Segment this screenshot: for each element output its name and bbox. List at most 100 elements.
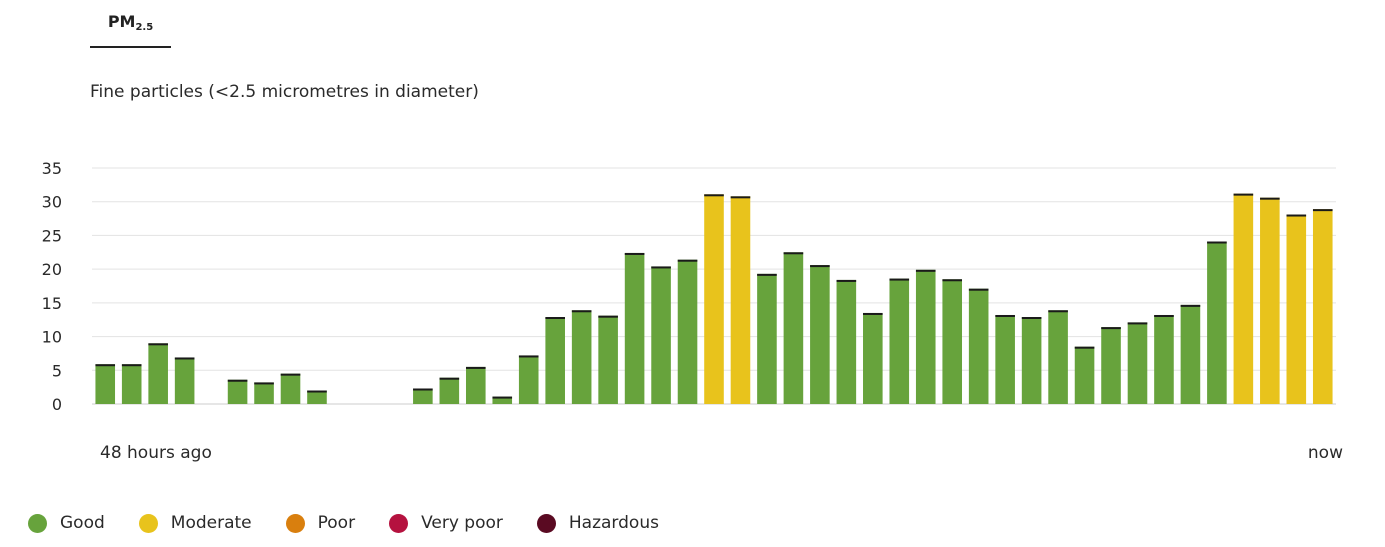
bar-top-cap — [95, 364, 116, 367]
bar-fill — [465, 366, 486, 404]
bar-top-cap — [651, 266, 671, 269]
bar-fill — [810, 265, 830, 404]
bar-top-cap — [1101, 327, 1121, 330]
bar[interactable] — [1048, 310, 1068, 404]
bar[interactable] — [783, 252, 804, 404]
bar[interactable] — [730, 196, 751, 404]
bar-fill — [307, 390, 327, 404]
bar-fill — [1101, 327, 1121, 404]
bar-fill — [651, 266, 671, 404]
bar[interactable] — [1154, 314, 1174, 404]
legend-item: Good — [28, 513, 105, 533]
bar-top-cap — [810, 265, 830, 268]
bar[interactable] — [757, 273, 777, 404]
tab-active-underline — [90, 46, 171, 48]
legend-label: Good — [60, 513, 105, 533]
bar-top-cap — [1286, 214, 1307, 217]
bar[interactable] — [280, 373, 301, 404]
bar-fill — [174, 357, 195, 404]
bar-fill — [836, 279, 857, 404]
bar[interactable] — [465, 366, 486, 404]
bar[interactable] — [307, 390, 327, 404]
bar[interactable] — [651, 266, 671, 404]
bar[interactable] — [1180, 304, 1201, 404]
bar-fill — [730, 196, 751, 404]
bar-top-cap — [121, 364, 142, 367]
y-tick-label: 5 — [52, 361, 62, 380]
bar[interactable] — [413, 388, 433, 404]
bar[interactable] — [677, 259, 698, 404]
bar-fill — [1048, 310, 1068, 404]
bar-fill — [571, 310, 592, 404]
bar-fill — [413, 388, 433, 404]
bar[interactable] — [518, 355, 539, 404]
bar-top-cap — [465, 366, 486, 369]
legend-label: Very poor — [421, 513, 503, 533]
bar-top-cap — [624, 252, 645, 255]
bar[interactable] — [492, 396, 513, 404]
bar-top-cap — [571, 310, 592, 313]
y-tick-label: 25 — [42, 226, 62, 245]
bar[interactable] — [121, 364, 142, 404]
bar[interactable] — [148, 343, 168, 404]
bar[interactable] — [915, 269, 936, 404]
bar-fill — [1207, 241, 1227, 404]
bar-fill — [280, 373, 301, 404]
bar-top-cap — [889, 278, 910, 281]
bar-top-cap — [280, 373, 301, 376]
bar-fill — [968, 288, 989, 404]
bar[interactable] — [545, 317, 565, 404]
bar[interactable] — [439, 377, 460, 404]
bar[interactable] — [571, 310, 592, 404]
bar[interactable] — [995, 314, 1015, 404]
bar[interactable] — [1074, 346, 1095, 404]
bar[interactable] — [889, 278, 910, 404]
bar[interactable] — [836, 279, 857, 404]
bar[interactable] — [227, 379, 248, 404]
bar-fill — [995, 314, 1015, 404]
bar-fill — [1021, 317, 1042, 404]
legend-dot-icon — [28, 513, 47, 533]
bar-top-cap — [1127, 322, 1148, 325]
bar-top-cap — [1312, 209, 1333, 212]
y-tick-label: 15 — [42, 294, 62, 313]
bar-fill — [1260, 197, 1280, 404]
bar-top-cap — [1021, 317, 1042, 320]
bar[interactable] — [1312, 209, 1333, 404]
pm25-bar-chart: 0 5 10 15 20 25 30 35 — [42, 159, 1336, 414]
bar[interactable] — [1286, 214, 1307, 404]
bar[interactable] — [95, 364, 116, 404]
bar-fill — [227, 379, 248, 404]
bar[interactable] — [810, 265, 830, 404]
bar[interactable] — [1101, 327, 1121, 404]
bar-top-cap — [545, 317, 565, 320]
bar-top-cap — [783, 252, 804, 255]
bar-fill — [942, 279, 963, 404]
bar-fill — [1154, 314, 1174, 404]
bar[interactable] — [942, 279, 963, 404]
bar-top-cap — [1260, 197, 1280, 200]
bar-top-cap — [677, 259, 698, 262]
bar-top-cap — [836, 279, 857, 282]
bar[interactable] — [1021, 317, 1042, 404]
bar[interactable] — [254, 382, 274, 404]
bar-top-cap — [1074, 346, 1095, 349]
tab-pm25[interactable]: PM2.5 — [90, 10, 171, 48]
bar[interactable] — [1233, 193, 1254, 404]
bar[interactable] — [1127, 322, 1148, 404]
bar[interactable] — [968, 288, 989, 404]
bar-fill — [889, 278, 910, 404]
bar[interactable] — [863, 312, 883, 404]
bar[interactable] — [1260, 197, 1280, 404]
bar[interactable] — [598, 315, 618, 404]
bar-fill — [783, 252, 804, 404]
bar[interactable] — [174, 357, 195, 404]
bar[interactable] — [704, 194, 724, 404]
bar-fill — [704, 194, 724, 404]
bar-top-cap — [413, 388, 433, 391]
bar[interactable] — [624, 252, 645, 404]
bar-top-cap — [1180, 304, 1201, 307]
bar-fill — [863, 312, 883, 404]
bar-top-cap — [307, 390, 327, 393]
bar[interactable] — [1207, 241, 1227, 404]
